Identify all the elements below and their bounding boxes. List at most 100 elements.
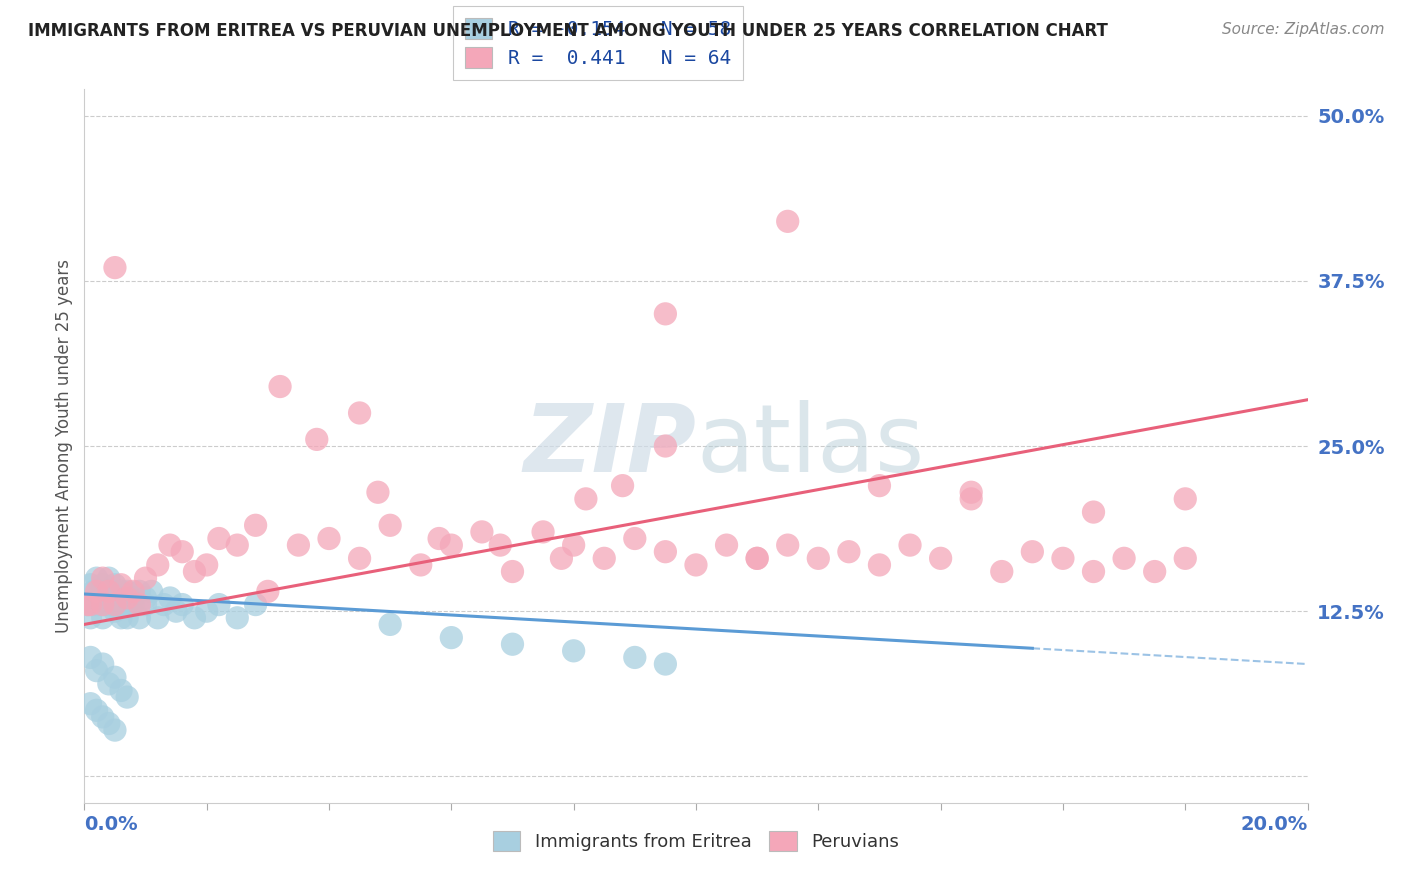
Point	[104, 723, 127, 738]
Point	[86, 664, 108, 678]
Point	[380, 617, 402, 632]
Point	[427, 532, 450, 546]
Point	[83, 584, 105, 599]
Point	[79, 578, 101, 592]
Point	[91, 578, 114, 592]
Point	[91, 710, 114, 724]
Point	[1083, 505, 1105, 519]
Point	[208, 598, 231, 612]
Text: atlas: atlas	[696, 400, 924, 492]
Point	[172, 545, 194, 559]
Point	[1021, 545, 1043, 559]
Point	[747, 551, 769, 566]
Point	[349, 551, 371, 566]
Point	[869, 558, 891, 572]
Text: 0.0%: 0.0%	[84, 815, 138, 834]
Point	[562, 538, 585, 552]
Point	[471, 524, 494, 539]
Point	[1143, 565, 1166, 579]
Point	[122, 598, 145, 612]
Point	[1174, 491, 1197, 506]
Point	[380, 518, 402, 533]
Point	[135, 598, 157, 612]
Y-axis label: Unemployment Among Youth under 25 years: Unemployment Among Youth under 25 years	[55, 259, 73, 633]
Point	[1052, 551, 1074, 566]
Point	[86, 598, 108, 612]
Point	[502, 565, 524, 579]
Point	[183, 611, 205, 625]
Point	[159, 538, 181, 552]
Text: ZIP: ZIP	[523, 400, 696, 492]
Point	[612, 478, 634, 492]
Point	[305, 433, 328, 447]
Point	[776, 538, 799, 552]
Point	[575, 491, 598, 506]
Point	[104, 598, 127, 612]
Point	[104, 598, 127, 612]
Point	[624, 532, 647, 546]
Point	[115, 584, 138, 599]
Point	[79, 697, 101, 711]
Text: Source: ZipAtlas.com: Source: ZipAtlas.com	[1222, 22, 1385, 37]
Point	[195, 604, 218, 618]
Point	[104, 578, 127, 592]
Text: IMMIGRANTS FROM ERITREA VS PERUVIAN UNEMPLOYMENT AMONG YOUTH UNDER 25 YEARS CORR: IMMIGRANTS FROM ERITREA VS PERUVIAN UNEM…	[28, 22, 1108, 40]
Point	[79, 650, 101, 665]
Point	[110, 578, 132, 592]
Point	[79, 611, 101, 625]
Point	[104, 260, 127, 275]
Point	[208, 532, 231, 546]
Point	[195, 558, 218, 572]
Point	[146, 611, 169, 625]
Point	[86, 703, 108, 717]
Point	[807, 551, 830, 566]
Point	[1083, 565, 1105, 579]
Point	[141, 584, 163, 599]
Point	[654, 545, 676, 559]
Point	[226, 538, 249, 552]
Point	[838, 545, 860, 559]
Point	[97, 584, 120, 599]
Point	[747, 551, 769, 566]
Point	[409, 558, 432, 572]
Point	[269, 379, 291, 393]
Point	[349, 406, 371, 420]
Point	[776, 214, 799, 228]
Point	[86, 591, 108, 605]
Point	[128, 598, 150, 612]
Point	[135, 591, 157, 605]
Point	[226, 611, 249, 625]
Point	[135, 571, 157, 585]
Point	[593, 551, 616, 566]
Point	[115, 598, 138, 612]
Point	[110, 584, 132, 599]
Point	[898, 538, 921, 552]
Point	[440, 538, 463, 552]
Point	[245, 518, 267, 533]
Point	[991, 565, 1014, 579]
Point	[502, 637, 524, 651]
Point	[97, 716, 120, 731]
Point	[128, 611, 150, 625]
Legend: Immigrants from Eritrea, Peruvians: Immigrants from Eritrea, Peruvians	[486, 823, 905, 858]
Point	[716, 538, 738, 552]
Point	[91, 584, 114, 599]
Point	[91, 598, 114, 612]
Point	[654, 439, 676, 453]
Point	[624, 650, 647, 665]
Point	[115, 611, 138, 625]
Point	[110, 683, 132, 698]
Point	[159, 591, 181, 605]
Point	[97, 598, 120, 612]
Point	[153, 598, 176, 612]
Point	[318, 532, 340, 546]
Point	[76, 598, 98, 612]
Point	[91, 611, 114, 625]
Point	[97, 571, 120, 585]
Point	[91, 598, 114, 612]
Point	[960, 485, 983, 500]
Point	[257, 584, 280, 599]
Point	[654, 657, 676, 671]
Point	[531, 524, 554, 539]
Point	[1174, 551, 1197, 566]
